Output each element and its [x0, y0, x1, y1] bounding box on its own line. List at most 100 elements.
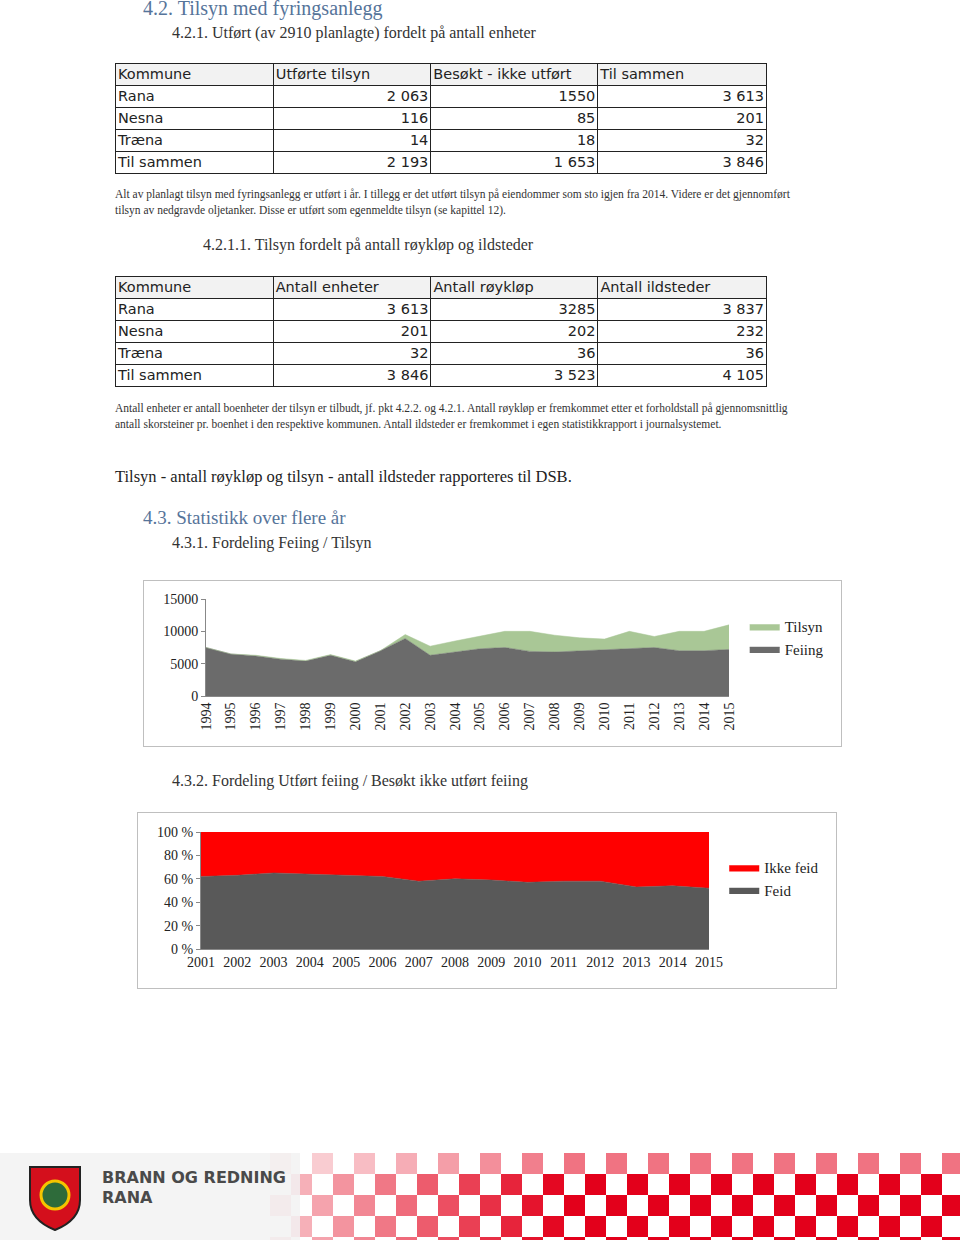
html-text:14: 14 — [409, 132, 429, 148]
html-text:2 063: 2 063 — [386, 88, 429, 104]
html-text:3285: 3285 — [558, 301, 596, 317]
svg-text:0: 0 — [191, 689, 198, 704]
html-text:201: 201 — [400, 323, 429, 339]
svg-text:0 %: 0 % — [171, 942, 194, 957]
html-text:Antall enheter er antall boenh: Antall enheter er antall boenheter der t… — [115, 402, 788, 430]
svg-text:2006: 2006 — [368, 955, 396, 970]
html-text:1 653: 1 653 — [553, 154, 596, 170]
html-text:Rana: Rana — [118, 301, 155, 317]
html-text:85: 85 — [576, 110, 596, 126]
svg-text:80 %: 80 % — [164, 848, 194, 863]
svg-text:2008: 2008 — [441, 955, 469, 970]
svg-text:2004: 2004 — [448, 703, 463, 731]
svg-text:2003: 2003 — [260, 955, 288, 970]
svg-text:2005: 2005 — [473, 703, 488, 731]
html-text:Tilsyn - antall røykløp og til: Tilsyn - antall røykløp og tilsyn - anta… — [115, 467, 572, 486]
html-text:4.3. Statistikk over flere år: 4.3. Statistikk over flere år — [143, 507, 346, 528]
svg-text:2009: 2009 — [477, 955, 505, 970]
svg-text:2005: 2005 — [332, 955, 360, 970]
html-text:3 613: 3 613 — [386, 301, 429, 317]
svg-text:RANA: RANA — [102, 1188, 153, 1207]
svg-text:1994: 1994 — [199, 703, 214, 731]
html-text:4.3.1. Fordeling Feiing / Tils: 4.3.1. Fordeling Feiing / Tilsyn — [172, 534, 372, 551]
html-text:Antall enheter: Antall enheter — [275, 279, 379, 295]
html-text:Nesna: Nesna — [118, 323, 164, 339]
svg-text:2003: 2003 — [423, 703, 438, 731]
svg-text:BRANN OG REDNING: BRANN OG REDNING — [102, 1168, 286, 1187]
html-text:2 193: 2 193 — [386, 154, 429, 170]
svg-text:15000: 15000 — [163, 592, 198, 607]
svg-text:2009: 2009 — [572, 703, 587, 731]
svg-text:Ikke feid: Ikke feid — [764, 860, 818, 876]
html-text:32: 32 — [745, 132, 764, 148]
html-text:Træna: Træna — [118, 345, 163, 361]
svg-text:2006: 2006 — [497, 703, 512, 731]
svg-text:Feiing: Feiing — [785, 642, 824, 658]
html-text:36: 36 — [577, 345, 596, 361]
html-text:116: 116 — [400, 110, 429, 126]
html-text:202: 202 — [567, 323, 596, 339]
html-text:Rana: Rana — [118, 88, 155, 104]
html-text:Til sammen: Til sammen — [118, 154, 202, 170]
svg-text:2012: 2012 — [586, 955, 614, 970]
html-text:3 846: 3 846 — [722, 154, 764, 170]
svg-text:2012: 2012 — [647, 703, 662, 731]
svg-text:2001: 2001 — [187, 955, 215, 970]
svg-text:1997: 1997 — [273, 703, 288, 731]
html-text:3 523: 3 523 — [553, 367, 596, 383]
svg-text:2002: 2002 — [398, 703, 413, 731]
html-text:4.2.1.1. Tilsyn fordelt på ant: 4.2.1.1. Tilsyn fordelt på antall røyklø… — [203, 236, 534, 253]
html-text:201: 201 — [736, 110, 764, 126]
svg-text:2015: 2015 — [722, 703, 737, 731]
svg-text:60 %: 60 % — [164, 872, 194, 887]
html-text:Antall røykløp: Antall røykløp — [433, 279, 534, 295]
html-text:Utførte tilsyn: Utførte tilsyn — [275, 66, 371, 82]
svg-text:2010: 2010 — [514, 955, 542, 970]
svg-text:2000: 2000 — [348, 703, 363, 731]
svg-text:2007: 2007 — [405, 955, 433, 970]
html-text:36: 36 — [745, 345, 764, 361]
html-text:Kommune: Kommune — [118, 66, 192, 82]
svg-text:1999: 1999 — [323, 703, 338, 731]
svg-text:1995: 1995 — [223, 703, 238, 731]
html-text:1550: 1550 — [558, 88, 596, 104]
svg-text:2013: 2013 — [672, 703, 687, 731]
html-text:Kommune: Kommune — [118, 279, 192, 295]
svg-text:2002: 2002 — [223, 955, 251, 970]
svg-text:2010: 2010 — [597, 703, 612, 731]
html-text:Antall ildsteder: Antall ildsteder — [600, 279, 711, 295]
html-text:Til sammen: Til sammen — [600, 66, 685, 82]
svg-text:2004: 2004 — [296, 955, 324, 970]
html-text:4.2.1. Utført (av 2910 planlag: 4.2.1. Utført (av 2910 planlagte) fordel… — [172, 24, 536, 41]
svg-text:Feid: Feid — [764, 883, 791, 899]
html-text:Træna: Træna — [118, 132, 163, 148]
svg-text:Tilsyn: Tilsyn — [785, 619, 823, 635]
svg-text:2011: 2011 — [550, 955, 577, 970]
svg-text:2008: 2008 — [547, 703, 562, 731]
svg-text:2014: 2014 — [659, 955, 687, 970]
svg-text:2007: 2007 — [522, 703, 537, 731]
svg-text:2015: 2015 — [695, 955, 723, 970]
html-text:32: 32 — [409, 345, 429, 361]
html-text:3 837: 3 837 — [722, 301, 764, 317]
html-text:Nesna: Nesna — [118, 110, 164, 126]
html-text:232: 232 — [736, 323, 764, 339]
html-text:3 613: 3 613 — [722, 88, 764, 104]
svg-text:10000: 10000 — [163, 624, 198, 639]
svg-text:5000: 5000 — [170, 657, 198, 672]
svg-text:2014: 2014 — [697, 703, 712, 731]
html-text:Besøkt - ikke utført: Besøkt - ikke utført — [433, 66, 572, 82]
svg-text:100 %: 100 % — [157, 825, 194, 840]
html-text:3 846: 3 846 — [386, 367, 429, 383]
html-text:4.3.2. Fordeling Utført feiing: 4.3.2. Fordeling Utført feiing / Besøkt … — [172, 772, 528, 789]
svg-text:20 %: 20 % — [164, 919, 194, 934]
html-text:Til sammen: Til sammen — [118, 367, 202, 383]
svg-text:2013: 2013 — [622, 955, 650, 970]
svg-text:2011: 2011 — [622, 703, 637, 730]
svg-text:2001: 2001 — [373, 703, 388, 731]
html-text:18: 18 — [576, 132, 596, 148]
svg-text:1996: 1996 — [248, 703, 263, 731]
html-text:Alt av planlagt tilsyn med fyr: Alt av planlagt tilsyn med fyringsanlegg… — [115, 188, 790, 216]
svg-text:40 %: 40 % — [164, 895, 194, 910]
svg-text:1998: 1998 — [298, 703, 313, 731]
